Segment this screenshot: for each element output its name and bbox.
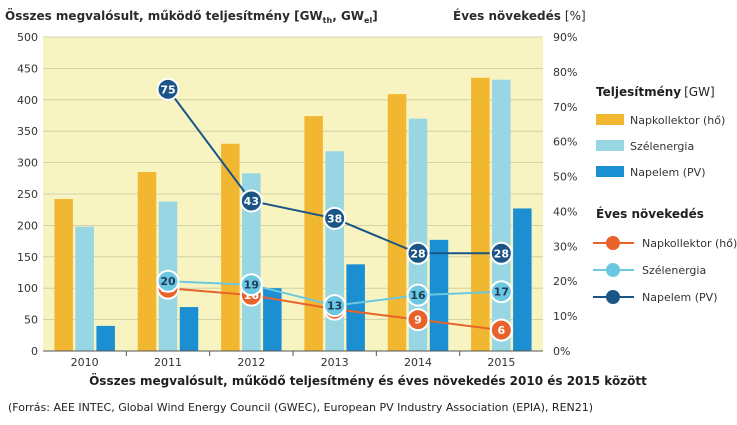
x-tick-label: 2013 [321,356,349,369]
legend-swatch [596,114,624,125]
grid-lines [43,36,543,321]
y-tick-label: 300 [17,157,38,170]
x-axis-ticks: 2010 2011 2012 2013 2014 2015 [71,351,515,369]
y-tick-label: 50 [24,314,38,327]
y-tick-label: 0 [31,345,38,358]
legend-label: Napkollektor (hő) [630,114,725,127]
bar [387,94,407,351]
y-tick-label: 350 [17,125,38,138]
data-label: 16 [410,289,426,302]
legend-label: Napelem (PV) [630,166,706,179]
legend-label: Napelem (PV) [642,291,718,304]
legend-lines-heading: Éves növekedés [596,206,704,221]
y2-tick-label: 80% [553,66,577,79]
bar [179,307,199,351]
bar [221,143,240,351]
y2-tick-label: 40% [553,205,577,218]
legend-label: Napkollektor (hő) [642,237,737,250]
bar [346,264,365,351]
growth-marker [489,241,513,265]
bars [54,77,532,352]
bar [513,208,532,351]
growth-marker [323,294,347,318]
data-label: 13 [327,300,342,313]
chart-right-title: Éves növekedés [%] [453,8,586,23]
growth-marker [239,189,263,213]
data-label: 28 [494,247,509,260]
bar [242,173,261,351]
bar [75,226,94,351]
chart-source: (Forrás: AEE INTEC, Global Wind Energy C… [8,401,593,414]
growth-lines: 1816129620191316177543382828 [156,77,513,342]
x-tick-label: 2011 [154,356,182,369]
legend-marker [606,290,620,304]
data-label: 75 [160,83,175,96]
y-tick-label: 250 [17,188,38,201]
growth-marker [323,206,347,230]
bar [325,151,344,351]
data-label: 28 [410,247,425,260]
y-axis-ticks: 0 50 100 150 200 250 300 350 400 450 500 [17,31,38,358]
bar [137,172,157,351]
data-label: 20 [160,275,176,288]
bar [471,77,490,351]
x-tick-label: 2015 [487,356,515,369]
y-tick-label: 400 [17,94,38,107]
y-tick-label: 450 [17,62,38,75]
y-tick-label: 500 [17,31,38,44]
legend-swatch [596,166,624,177]
growth-marker [489,318,513,342]
bar [96,325,115,351]
legend-marker [606,263,620,277]
growth-marker [156,77,180,101]
y2-tick-label: 50% [553,171,577,184]
y2-tick-label: 20% [553,275,577,288]
y2-tick-label: 60% [553,136,577,149]
growth-marker [489,280,513,304]
growth-marker [239,273,263,297]
growth-marker [406,283,430,307]
legend-bars-heading: Teljesítmény [GW] [596,85,715,99]
y-tick-label: 150 [17,251,38,264]
y2-tick-label: 10% [553,310,577,323]
data-label: 43 [244,195,259,208]
y2-tick-label: 70% [553,101,577,114]
data-label: 9 [414,314,422,327]
x-tick-label: 2014 [404,356,432,369]
x-tick-label: 2010 [71,356,99,369]
bar [54,199,73,351]
chart-left-title: Összes megvalósult, működő teljesítmény … [5,8,378,25]
chart-footer-title: Összes megvalósult, működő teljesítmény … [89,373,647,388]
growth-marker [406,241,430,265]
y-tick-label: 200 [17,219,38,232]
data-label: 6 [498,324,506,337]
y2-axis-ticks: 0% 10% 20% 30% 40% 50% 60% 70% 80% 90% [553,31,577,358]
data-label: 38 [327,212,342,225]
bar [263,288,282,351]
data-label: 19 [244,279,259,292]
legend-label: Szélenergia [630,140,694,153]
legend-label: Szélenergia [642,264,706,277]
legend-swatch [596,140,624,151]
growth-marker [156,269,180,293]
legend-marker [606,236,620,250]
y2-tick-label: 0% [553,345,570,358]
growth-marker [406,308,430,332]
y2-tick-label: 90% [553,31,577,44]
bar [492,79,511,351]
y-tick-label: 100 [17,282,38,295]
x-tick-label: 2012 [237,356,265,369]
y2-tick-label: 30% [553,240,577,253]
data-label: 17 [494,286,509,299]
bar [304,116,323,352]
legend: Teljesítmény [GW] Napkollektor (hő) Szélen… [593,85,737,304]
